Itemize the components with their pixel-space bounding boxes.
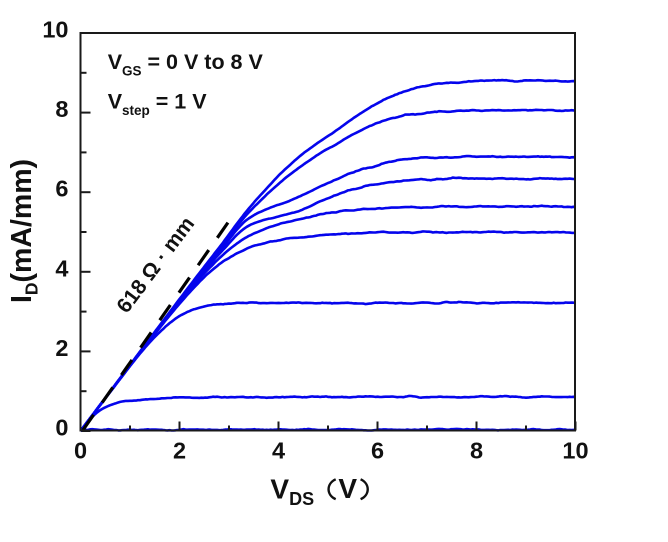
svg-text:V: V	[338, 473, 357, 504]
svg-text:0: 0	[55, 415, 68, 441]
svg-text:2: 2	[173, 438, 186, 464]
svg-text:2: 2	[55, 335, 68, 361]
svg-text:6: 6	[55, 176, 68, 202]
svg-text:4: 4	[272, 438, 285, 464]
svg-text:10: 10	[562, 438, 588, 464]
svg-text:8: 8	[55, 96, 68, 122]
svg-text:10: 10	[42, 17, 68, 43]
svg-text:0: 0	[74, 438, 87, 464]
svg-text:ID(mA/mm): ID(mA/mm)	[6, 159, 42, 303]
svg-text:4: 4	[55, 255, 68, 281]
svg-text:6: 6	[371, 438, 384, 464]
svg-text:8: 8	[470, 438, 483, 464]
